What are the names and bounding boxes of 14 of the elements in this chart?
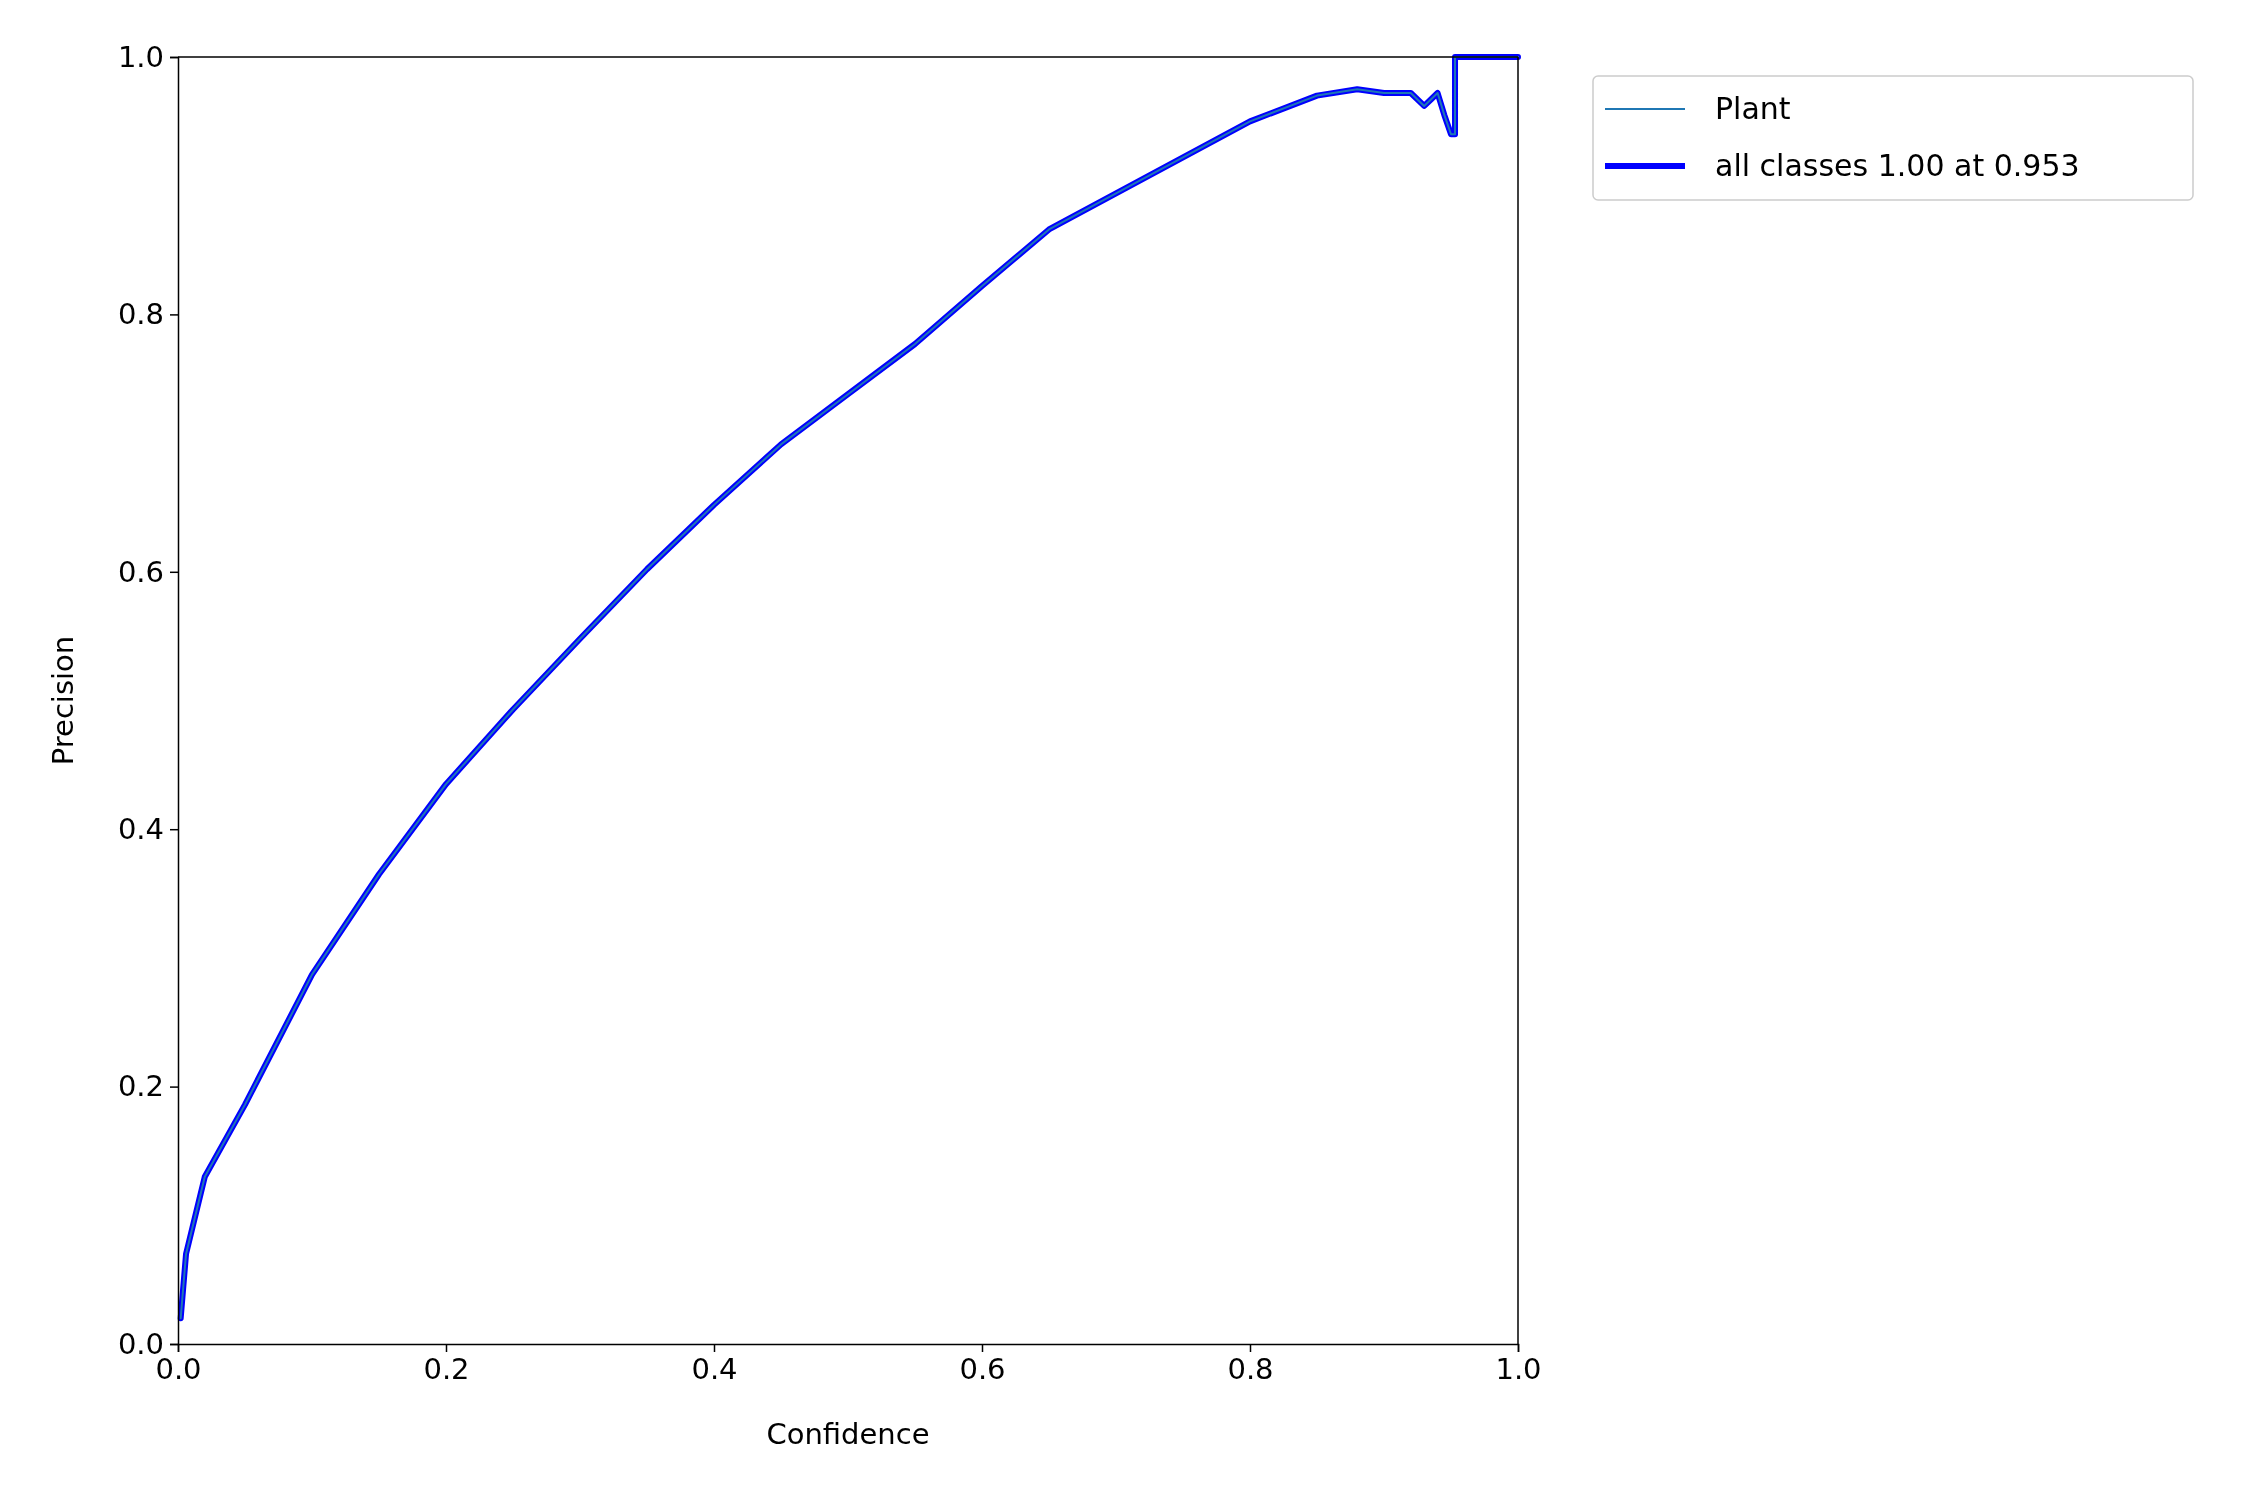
y-tick-label: 0.2 [117, 1069, 164, 1104]
x-tick-label: 1.0 [1495, 1351, 1542, 1386]
x-axis-title: Confidence [766, 1417, 930, 1451]
y-axis-title: Precision [46, 635, 80, 766]
y-tick-label: 1.0 [117, 39, 164, 74]
y-tick-label: 0.6 [117, 554, 164, 589]
legend-label: Plant [1715, 91, 1791, 126]
x-tick-label: 0.6 [959, 1351, 1006, 1386]
y-tick-label: 0.8 [117, 297, 164, 332]
x-tick-label: 0.4 [691, 1351, 738, 1386]
legend-label: all classes 1.00 at 0.953 [1715, 148, 2080, 183]
y-tick-label: 0.4 [117, 811, 164, 846]
x-tick-label: 0.2 [423, 1351, 470, 1386]
x-tick-label: 0.8 [1227, 1351, 1274, 1386]
